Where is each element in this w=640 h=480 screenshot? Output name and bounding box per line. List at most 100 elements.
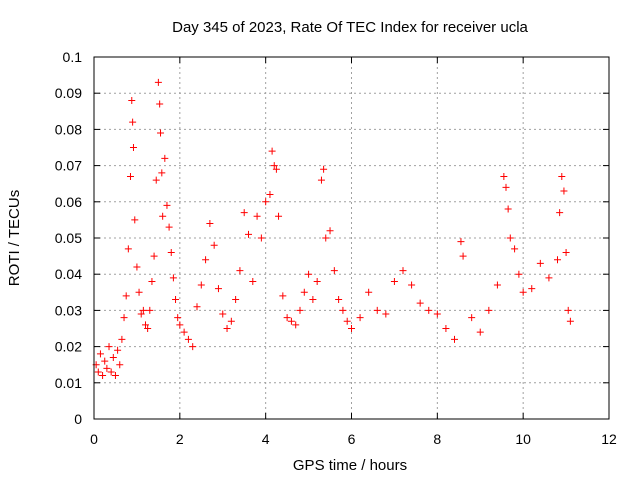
y-tick-label: 0.01 bbox=[55, 375, 82, 391]
data-point bbox=[159, 212, 167, 220]
data-point bbox=[451, 335, 458, 343]
data-point bbox=[566, 317, 574, 325]
data-point bbox=[158, 169, 166, 177]
data-point bbox=[373, 306, 381, 314]
data-point bbox=[180, 328, 188, 336]
data-point bbox=[272, 165, 280, 173]
data-point bbox=[390, 277, 398, 285]
data-point bbox=[442, 325, 450, 332]
x-tick-label: 12 bbox=[601, 431, 617, 447]
data-point bbox=[287, 317, 295, 325]
data-point bbox=[283, 314, 291, 322]
x-tick-label: 0 bbox=[90, 431, 98, 447]
data-point bbox=[189, 343, 197, 351]
data-point bbox=[223, 325, 231, 332]
x-axis-label: GPS time / hours bbox=[293, 457, 407, 474]
data-point bbox=[167, 248, 175, 256]
x-tick-label: 2 bbox=[176, 431, 184, 447]
data-point bbox=[105, 343, 113, 351]
data-point bbox=[176, 321, 184, 329]
data-point bbox=[157, 129, 165, 137]
y-tick-label: 0.09 bbox=[55, 85, 82, 101]
x-tick-labels: 0 2 4 6 8 10 12 bbox=[90, 431, 617, 447]
y-tick-label: 0.1 bbox=[63, 49, 83, 65]
data-point bbox=[485, 306, 493, 314]
data-point bbox=[399, 267, 407, 275]
data-point bbox=[560, 187, 568, 195]
data-point bbox=[313, 277, 321, 285]
y-tick-label: 0.03 bbox=[55, 302, 82, 318]
data-point bbox=[169, 274, 177, 282]
data-point bbox=[156, 100, 164, 108]
data-point bbox=[506, 234, 514, 242]
data-point bbox=[536, 259, 544, 267]
data-point bbox=[309, 296, 317, 304]
data-point bbox=[502, 183, 510, 191]
data-point bbox=[296, 306, 304, 314]
data-point bbox=[562, 248, 570, 256]
data-point bbox=[268, 147, 276, 155]
data-point bbox=[219, 310, 227, 318]
data-point bbox=[161, 154, 169, 162]
data-point bbox=[279, 292, 287, 300]
data-point bbox=[343, 317, 351, 325]
data-point bbox=[111, 372, 119, 380]
data-point bbox=[515, 270, 523, 278]
data-point bbox=[382, 310, 390, 318]
data-point bbox=[124, 245, 132, 253]
data-point bbox=[202, 256, 210, 264]
data-point bbox=[103, 364, 111, 372]
data-point bbox=[236, 267, 244, 275]
data-point bbox=[528, 285, 536, 293]
data-point bbox=[519, 288, 527, 296]
data-point bbox=[457, 238, 465, 246]
data-point bbox=[270, 162, 278, 170]
data-point bbox=[114, 346, 122, 354]
data-point bbox=[335, 296, 343, 304]
data-point bbox=[425, 306, 433, 314]
data-point bbox=[206, 220, 214, 228]
data-point bbox=[152, 176, 160, 184]
x-tick-label: 4 bbox=[262, 431, 270, 447]
x-tick-label: 8 bbox=[433, 431, 441, 447]
y-tick-label: 0.04 bbox=[55, 266, 82, 282]
data-point bbox=[408, 281, 416, 289]
data-point bbox=[245, 230, 252, 238]
data-point bbox=[493, 281, 501, 289]
data-point bbox=[193, 303, 201, 311]
y-tick-label: 0.06 bbox=[55, 194, 82, 210]
data-point bbox=[504, 205, 512, 213]
data-point bbox=[356, 314, 364, 322]
grid-lines bbox=[93, 56, 610, 420]
data-point bbox=[257, 234, 265, 242]
data-point bbox=[476, 328, 484, 336]
y-tick-label: 0.02 bbox=[55, 339, 82, 355]
data-point bbox=[556, 209, 564, 217]
data-point bbox=[365, 288, 373, 296]
data-point bbox=[262, 198, 270, 206]
data-point bbox=[148, 277, 156, 285]
data-point bbox=[131, 216, 139, 224]
data-point bbox=[163, 201, 171, 209]
data-point bbox=[107, 368, 115, 376]
y-tick-label: 0.07 bbox=[55, 158, 82, 174]
data-point bbox=[326, 227, 334, 235]
plot-frame bbox=[93, 56, 610, 420]
data-point bbox=[126, 172, 134, 180]
data-point bbox=[165, 223, 173, 231]
data-point bbox=[184, 335, 192, 343]
data-point bbox=[500, 172, 508, 180]
data-point bbox=[210, 241, 218, 249]
data-point bbox=[120, 314, 128, 322]
data-point bbox=[416, 299, 424, 307]
data-point bbox=[116, 361, 124, 369]
data-point bbox=[240, 209, 248, 217]
data-point bbox=[154, 78, 162, 86]
y-tick-label: 0 bbox=[74, 411, 82, 427]
data-point bbox=[339, 306, 347, 314]
y-tick-label: 0.08 bbox=[55, 121, 82, 137]
data-point bbox=[174, 314, 182, 322]
data-point bbox=[322, 234, 330, 242]
data-point bbox=[266, 191, 274, 199]
